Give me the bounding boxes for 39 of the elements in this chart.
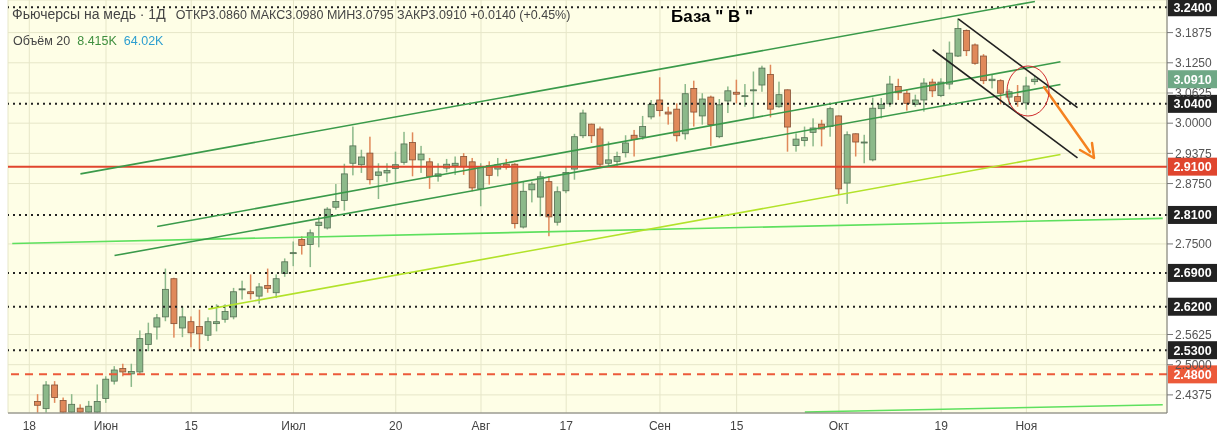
- ref-line-label: 2.8100: [1173, 208, 1212, 223]
- x-tick-label: Июл: [281, 418, 306, 433]
- ref-line-label: 3.2400: [1173, 0, 1212, 15]
- x-tick-label: 20: [389, 418, 403, 433]
- candlestick: [315, 216, 323, 248]
- y-tick-label: 2.8750: [1175, 176, 1213, 191]
- y-tick-label: 3.1250: [1175, 56, 1213, 71]
- candlestick: [238, 280, 246, 300]
- x-tick-label: 19: [934, 418, 949, 433]
- annotation: Объём 20: [13, 34, 71, 48]
- y-tick-label: 2.9375: [1175, 146, 1213, 161]
- ref-line-label: 2.9100: [1173, 160, 1212, 175]
- x-tick-label: 17: [559, 418, 574, 433]
- y-tick-label: 2.4375: [1175, 388, 1213, 403]
- x-tick-label: 15: [729, 418, 744, 433]
- candlestick: [988, 74, 996, 89]
- annotation: 64.02K: [123, 34, 164, 48]
- text: 3.0910: [1173, 72, 1212, 87]
- x-tick-label: Ноя: [1015, 418, 1038, 433]
- ref-line-label: 2.6900: [1173, 266, 1212, 281]
- ref-line-label: 3.0400: [1173, 97, 1212, 112]
- x-tick-label: Авг: [471, 418, 491, 433]
- text: ОТКР3.0860 МАКС3.0980 МИН3.0795 ЗАКР3.0910 +0.0140 (+0.45%): [175, 8, 571, 22]
- x-tick-label: Сен: [648, 418, 671, 433]
- annotation: База " В ": [671, 7, 754, 27]
- x-tick-label: 18: [22, 418, 37, 433]
- chart-title: Фьючерсы на медь · 1Д: [12, 6, 166, 22]
- ref-line-label: 2.6200: [1173, 300, 1212, 315]
- y-tick-label: 2.7500: [1175, 237, 1213, 252]
- candlestick: [289, 241, 297, 267]
- x-tick-label: Окт: [828, 418, 850, 433]
- y-tick-label: 2.5625: [1175, 327, 1213, 342]
- ref-line-label: 2.5300: [1173, 343, 1212, 358]
- x-tick-label: Июн: [93, 418, 119, 433]
- y-tick-label: 3.1875: [1175, 25, 1213, 40]
- annotation: 8.415K: [77, 34, 117, 48]
- candlestick: [741, 84, 749, 107]
- y-tick-label: 3.0000: [1175, 116, 1213, 131]
- x-tick-label: 15: [184, 418, 199, 433]
